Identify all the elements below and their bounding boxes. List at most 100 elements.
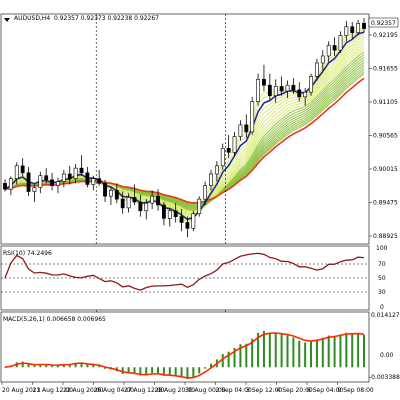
rsi-level-30: 30 xyxy=(378,289,386,296)
macd-bar xyxy=(351,333,354,368)
candle xyxy=(167,207,172,227)
candle xyxy=(179,209,184,232)
collapse-arrow-icon[interactable] xyxy=(4,18,10,22)
candle xyxy=(67,165,72,185)
macd-bar xyxy=(245,343,248,368)
macd-bar xyxy=(327,335,330,368)
candle-body xyxy=(3,183,7,190)
candle-body xyxy=(38,175,43,188)
candle xyxy=(138,195,143,217)
macd-bar xyxy=(221,353,224,368)
candle-body xyxy=(226,147,231,153)
candle-body xyxy=(273,86,278,96)
macd-bar xyxy=(198,367,201,374)
candle-body xyxy=(167,210,172,219)
candle-body xyxy=(185,222,190,229)
candle-body xyxy=(285,84,290,92)
time-label: 26 Aug 04:00 xyxy=(94,387,135,394)
candle-body xyxy=(14,165,19,179)
macd-bar xyxy=(209,363,212,368)
time-label: 21 Aug 12:00 xyxy=(33,387,74,394)
macd-bar xyxy=(186,367,189,380)
candle-body xyxy=(144,202,149,212)
candle-body xyxy=(50,179,55,186)
candle-body xyxy=(291,84,296,91)
rsi-level-70: 70 xyxy=(378,261,386,268)
candle xyxy=(156,189,160,211)
candle-body xyxy=(73,167,78,179)
candle-body xyxy=(56,181,60,186)
candle-body xyxy=(320,55,325,64)
candle-body xyxy=(120,198,125,209)
price-label: 0.90565 xyxy=(373,133,398,140)
candle xyxy=(320,50,325,71)
macd-bar xyxy=(51,365,54,368)
macd-bar xyxy=(274,332,277,368)
candle xyxy=(262,64,266,92)
candle-body xyxy=(303,91,308,98)
candle-body xyxy=(197,198,202,215)
time-label: 30 Aug 00:00 xyxy=(185,387,226,394)
macd-signal-line xyxy=(4,332,365,379)
macd-bar xyxy=(345,332,348,368)
candle xyxy=(44,168,49,184)
macd-bar xyxy=(333,335,336,368)
candle xyxy=(303,88,308,106)
macd-bar xyxy=(92,364,95,368)
macd-bar xyxy=(62,364,65,368)
macd-panel[interactable]: MACD(5,26,1) 0.006658 0.006965 xyxy=(0,311,370,383)
price-label: 0.90015 xyxy=(373,166,398,173)
macd-bar xyxy=(239,344,242,368)
candle xyxy=(85,166,90,188)
red-moving-average xyxy=(4,77,365,204)
candle xyxy=(350,22,355,39)
candle xyxy=(185,216,190,238)
price-panel[interactable]: AUDUSD,H4 0.92357 0.92373 0.92238 0.9226… xyxy=(0,13,370,382)
candle-body xyxy=(314,62,319,77)
candle xyxy=(173,203,178,223)
candle xyxy=(285,80,290,99)
candle xyxy=(191,210,196,232)
candle xyxy=(79,155,84,176)
candle-body xyxy=(32,187,37,192)
candle xyxy=(14,162,19,185)
candle-body xyxy=(297,89,302,98)
macd-bar xyxy=(233,347,236,368)
macd-bar xyxy=(204,367,207,369)
candle-body xyxy=(350,26,355,33)
time-label: 3 Sep 12:00 xyxy=(246,387,282,394)
candle xyxy=(279,76,284,96)
candle xyxy=(8,176,13,196)
candle-body xyxy=(244,124,249,133)
candle-body xyxy=(279,86,284,92)
macd-level-top: 0.014127 xyxy=(371,312,400,319)
candle xyxy=(150,190,155,210)
rsi-panel[interactable]: RSI(10) 74.2496 xyxy=(0,245,370,311)
candle xyxy=(344,20,349,42)
candle-body xyxy=(8,178,13,190)
time-label: 28 Aug 20:00 xyxy=(155,387,196,394)
candle-body xyxy=(309,76,313,93)
rsi-line xyxy=(4,252,365,291)
candle-body xyxy=(250,101,255,133)
macd-bar xyxy=(80,362,83,368)
ohlc-values: 0.92357 0.92373 0.92238 0.92267 xyxy=(54,15,159,22)
candle xyxy=(114,183,119,204)
period-separators xyxy=(95,14,226,382)
price-label: 0.91105 xyxy=(373,99,398,106)
macd-bar xyxy=(127,367,130,374)
candle xyxy=(73,164,78,184)
candle xyxy=(309,73,313,96)
macd-bar xyxy=(45,364,48,368)
macd-bar xyxy=(162,367,165,376)
candle xyxy=(120,191,125,214)
time-label: 20 Aug 2013 xyxy=(2,387,41,394)
candle xyxy=(20,158,25,176)
macd-bar xyxy=(357,333,360,368)
macd-bar xyxy=(168,367,171,376)
candle xyxy=(126,193,131,213)
candle-body xyxy=(220,147,225,167)
candle-body xyxy=(26,172,31,192)
candle xyxy=(214,161,219,182)
